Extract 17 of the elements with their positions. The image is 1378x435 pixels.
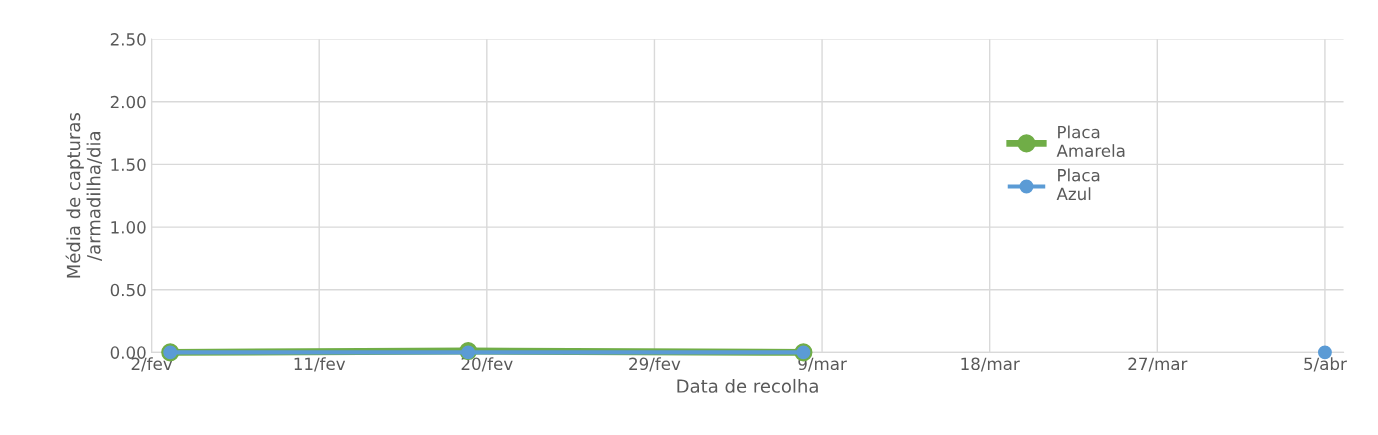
y-tick-label: 2.50 <box>110 33 146 46</box>
x-tick-label: 27/mar <box>1128 357 1188 372</box>
x-axis-title: Data de recolha <box>677 378 818 393</box>
x-tick-label: 11/fev <box>294 357 346 372</box>
y-tick-label: 0.50 <box>110 283 146 297</box>
y-tick-label: 0.00 <box>110 346 146 359</box>
legend-label: Placa Azul <box>1056 168 1100 201</box>
x-tick-label: 29/fev <box>629 357 681 372</box>
x-tick-label: 20/fev <box>461 357 513 372</box>
y-axis-title: Média de capturas /armadilha/dia <box>65 113 102 278</box>
x-tick-label: 18/mar <box>961 357 1020 372</box>
y-tick-label: 1.00 <box>111 221 146 234</box>
y-tick-label: 2.00 <box>110 95 146 109</box>
y-tick-label: 1.50 <box>111 158 146 171</box>
x-tick-label: 2/fev <box>131 357 173 372</box>
legend-label: Placa Amarela <box>1056 125 1125 158</box>
x-tick-label: 5/abr <box>1304 357 1347 372</box>
